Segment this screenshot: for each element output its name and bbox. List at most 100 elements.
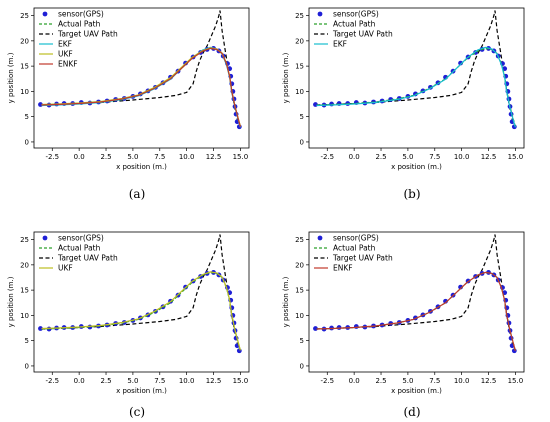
y-tick-label: 0	[25, 138, 29, 146]
x-tick-label: 10.0	[179, 153, 195, 161]
y-tick-label: 20	[20, 37, 29, 45]
legend-label: sensor(GPS)	[333, 10, 379, 19]
sensor-point	[458, 60, 463, 66]
x-tick-label: 10.0	[454, 377, 470, 385]
series-line-enkf	[316, 271, 516, 351]
x-tick-label: -2.5	[320, 377, 334, 385]
legend-label: sensor(GPS)	[58, 10, 104, 19]
x-tick-label: 0.0	[74, 377, 85, 385]
y-tick-label: 5	[300, 337, 304, 345]
x-tick-label: 2.5	[100, 377, 111, 385]
y-tick-label: 25	[20, 12, 29, 20]
caption-b: (b)	[403, 187, 420, 201]
x-tick-label: 0.0	[74, 153, 85, 161]
y-tick-label: 10	[20, 88, 29, 96]
x-tick-label: 0.0	[349, 377, 360, 385]
caption-d: (d)	[403, 405, 420, 419]
x-tick-label: 2.5	[100, 153, 111, 161]
sensor-point	[38, 326, 43, 331]
x-tick-label: -2.5	[320, 153, 334, 161]
legend-label: ENKF	[58, 60, 78, 69]
caption-a: (a)	[129, 187, 146, 201]
x-tick-label: 7.5	[154, 377, 165, 385]
legend-label: ENKF	[333, 264, 353, 273]
y-tick-label: 10	[295, 88, 304, 96]
y-axis-title: y position (m.)	[282, 276, 290, 327]
chart-panel-a: -2.5 0.0 2.5 5.0 7.5 10.0 12.5 15.0 0 5 10 15 20 25 x …	[7, 7, 250, 171]
legend-label: EKF	[58, 40, 72, 49]
x-axis-title: x position (m.)	[116, 163, 167, 171]
sensor-point	[353, 324, 359, 329]
x-tick-label: 7.5	[429, 153, 440, 161]
x-tick-label: 15.0	[233, 153, 249, 161]
legend-label: sensor(GPS)	[58, 234, 104, 243]
series-line-ukf	[41, 271, 241, 351]
y-tick-label: 15	[20, 63, 29, 71]
y-tick-label: 0	[25, 362, 29, 370]
legend-label: Target UAV Path	[57, 254, 118, 263]
x-tick-label: 10.0	[454, 153, 470, 161]
x-axis-title: x position (m.)	[116, 387, 167, 395]
chart-panel-b: -2.5 0.0 2.5 5.0 7.5 10.0 12.5 15.0 0 5 10 15 20 25 x …	[282, 7, 525, 171]
series-line-target	[316, 10, 516, 130]
legend-marker-sensor	[42, 235, 48, 241]
caption-c: (c)	[129, 405, 145, 419]
x-tick-label: 0.0	[349, 153, 360, 161]
y-tick-label: 0	[300, 362, 304, 370]
legend-marker-sensor	[317, 235, 323, 241]
y-tick-label: 15	[295, 287, 304, 295]
x-tick-label: 5.0	[402, 377, 413, 385]
y-tick-label: 5	[25, 113, 29, 121]
x-tick-label: 5.0	[127, 377, 138, 385]
x-axis-title: x position (m.)	[391, 387, 442, 395]
y-tick-label: 15	[295, 63, 304, 71]
x-tick-label: 12.5	[206, 377, 222, 385]
legend-label: Target UAV Path	[57, 30, 118, 39]
series-line-ekf	[316, 46, 516, 128]
x-tick-label: 12.5	[206, 153, 222, 161]
y-tick-label: 20	[295, 37, 304, 45]
x-tick-label: 2.5	[375, 377, 386, 385]
plot-frame	[33, 7, 250, 149]
legend-label: Actual Path	[333, 20, 376, 29]
legend-label: UKF	[58, 264, 73, 273]
series-line-target	[41, 10, 241, 130]
legend-label: Target UAV Path	[332, 30, 393, 39]
x-tick-label: 10.0	[179, 377, 195, 385]
y-tick-label: 25	[20, 236, 29, 244]
legend-label: Actual Path	[333, 244, 376, 253]
legend-label: Actual Path	[58, 244, 101, 253]
x-tick-label: 2.5	[375, 153, 386, 161]
plot-frame	[308, 7, 525, 149]
y-axis-title: y position (m.)	[7, 52, 15, 103]
x-tick-label: 5.0	[402, 153, 413, 161]
y-tick-label: 25	[295, 12, 304, 20]
legend-label: sensor(GPS)	[333, 234, 379, 243]
y-tick-label: 20	[295, 261, 304, 269]
y-axis-title: y position (m.)	[282, 52, 290, 103]
y-tick-label: 10	[295, 312, 304, 320]
series-line-target	[316, 234, 516, 354]
legend-marker-sensor	[42, 11, 48, 17]
x-tick-label: 15.0	[508, 377, 524, 385]
series-line-target	[41, 234, 241, 354]
plot-frame	[33, 231, 250, 373]
legend-label: EKF	[333, 40, 347, 49]
sensor-point	[458, 284, 463, 290]
legend-label: Actual Path	[58, 20, 101, 29]
legend-label: UKF	[58, 50, 73, 59]
x-tick-label: -2.5	[45, 377, 59, 385]
x-tick-label: 15.0	[508, 153, 524, 161]
x-tick-label: 7.5	[154, 153, 165, 161]
sensor-point	[313, 326, 318, 331]
x-tick-label: 5.0	[127, 153, 138, 161]
y-tick-label: 5	[25, 337, 29, 345]
legend-marker-sensor	[317, 11, 323, 17]
y-axis-title: y position (m.)	[7, 276, 15, 327]
x-tick-label: -2.5	[45, 153, 59, 161]
series-line-enkf	[41, 47, 241, 127]
